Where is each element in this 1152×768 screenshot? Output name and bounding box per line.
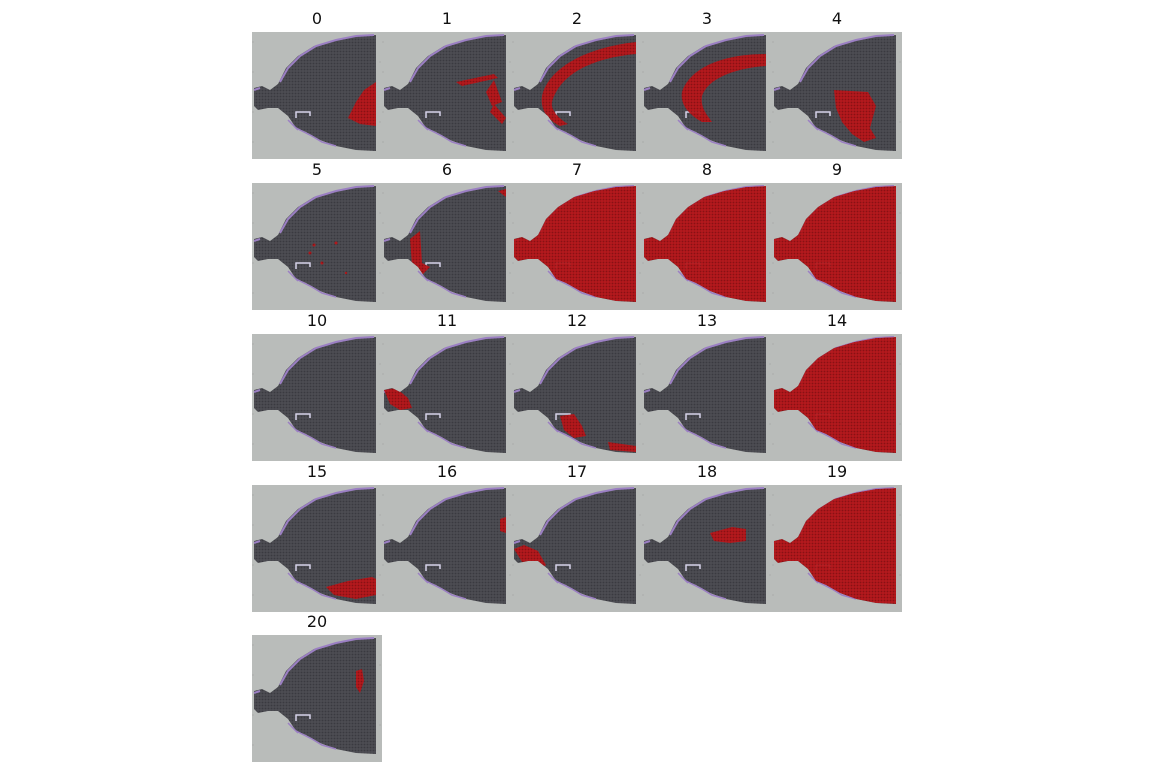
panel-7: 7 (512, 159, 642, 310)
panel-title: 13 (696, 311, 718, 330)
tissue-image (512, 485, 642, 612)
tissue-image (252, 485, 382, 612)
tissue-image (642, 32, 772, 159)
panel-title: 8 (701, 160, 713, 179)
panel-2: 2 (512, 8, 642, 159)
tissue-image (512, 334, 642, 461)
tissue-image (252, 32, 382, 159)
panel-title: 15 (306, 462, 328, 481)
panel-title: 1 (441, 9, 453, 28)
panel-4: 4 (772, 8, 902, 159)
panel-20: 20 (252, 611, 382, 762)
panel-3: 3 (642, 8, 772, 159)
panel-title: 9 (831, 160, 843, 179)
panel-title: 5 (311, 160, 323, 179)
panel-11: 11 (382, 310, 512, 461)
panel-title: 7 (571, 160, 583, 179)
panel-12: 12 (512, 310, 642, 461)
tissue-image (642, 183, 772, 310)
panel-8: 8 (642, 159, 772, 310)
tissue-image (512, 183, 642, 310)
panel-16: 16 (382, 461, 512, 612)
tissue-image (252, 334, 382, 461)
tissue-image (382, 485, 512, 612)
panel-15: 15 (252, 461, 382, 612)
tissue-image (772, 334, 902, 461)
panel-18: 18 (642, 461, 772, 612)
panel-title: 11 (436, 311, 458, 330)
panel-title: 4 (831, 9, 843, 28)
panel-19: 19 (772, 461, 902, 612)
panel-title: 2 (571, 9, 583, 28)
tissue-image (382, 32, 512, 159)
panel-title: 16 (436, 462, 458, 481)
panel-10: 10 (252, 310, 382, 461)
panel-17: 17 (512, 461, 642, 612)
tissue-image (252, 635, 382, 762)
tissue-image (772, 183, 902, 310)
panel-title: 0 (311, 9, 323, 28)
panel-title: 6 (441, 160, 453, 179)
panel-title: 3 (701, 9, 713, 28)
panel-0: 0 (252, 8, 382, 159)
panel-title: 14 (826, 311, 848, 330)
tissue-image (772, 485, 902, 612)
panel-title: 10 (306, 311, 328, 330)
panel-13: 13 (642, 310, 772, 461)
panel-title: 17 (566, 462, 588, 481)
panel-6: 6 (382, 159, 512, 310)
panel-14: 14 (772, 310, 902, 461)
panel-title: 18 (696, 462, 718, 481)
panel-title: 12 (566, 311, 588, 330)
tissue-image (772, 32, 902, 159)
tissue-image (382, 334, 512, 461)
tissue-image (642, 334, 772, 461)
tissue-image (252, 183, 382, 310)
tissue-image (642, 485, 772, 612)
panel-5: 5 (252, 159, 382, 310)
tissue-image (382, 183, 512, 310)
panel-title: 20 (306, 612, 328, 631)
tissue-image (512, 32, 642, 159)
panel-9: 9 (772, 159, 902, 310)
panel-1: 1 (382, 8, 512, 159)
panel-title: 19 (826, 462, 848, 481)
